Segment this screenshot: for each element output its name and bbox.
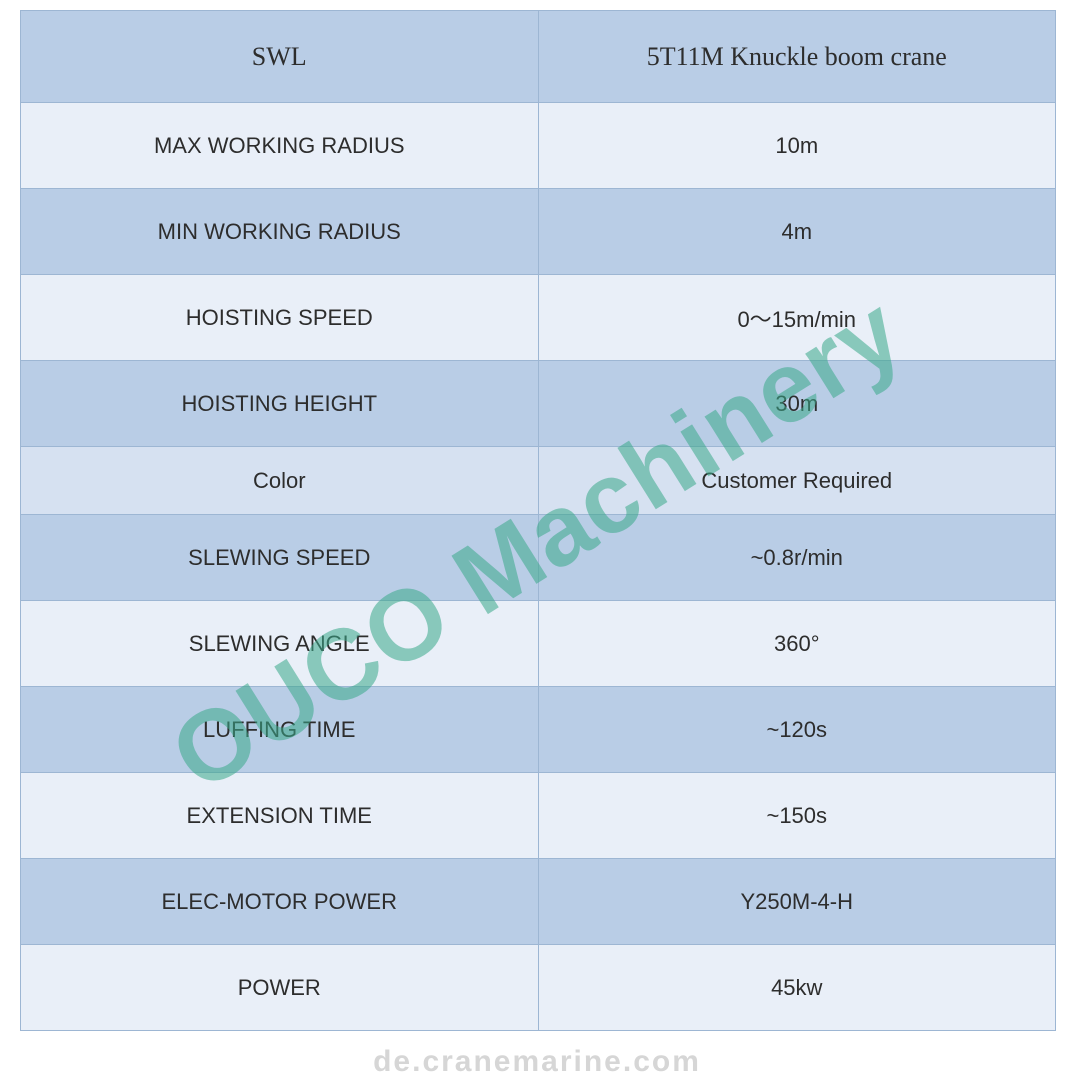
spec-value: ~0.8r/min [539, 515, 1057, 601]
spec-label: ELEC-MOTOR POWER [21, 859, 539, 945]
spec-value: ~150s [539, 773, 1057, 859]
spec-label: LUFFING TIME [21, 687, 539, 773]
table-row: SLEWING ANGLE360° [21, 601, 1056, 687]
header-cell-model: 5T11M Knuckle boom crane [539, 11, 1057, 103]
spec-label: SLEWING ANGLE [21, 601, 539, 687]
spec-label: POWER [21, 945, 539, 1031]
table-header-row: SWL 5T11M Knuckle boom crane [21, 11, 1056, 103]
table-row: MAX WORKING RADIUS10m [21, 103, 1056, 189]
spec-label: Color [21, 447, 539, 515]
footer-url: de.cranemarine.com [0, 1045, 1074, 1079]
spec-value: 30m [539, 361, 1057, 447]
table-row: ELEC-MOTOR POWERY250M-4-H [21, 859, 1056, 945]
spec-value: 45kw [539, 945, 1057, 1031]
table-row: HOISTING HEIGHT30m [21, 361, 1056, 447]
table-row: POWER45kw [21, 945, 1056, 1031]
spec-label: MIN WORKING RADIUS [21, 189, 539, 275]
spec-value: 10m [539, 103, 1057, 189]
spec-label: EXTENSION TIME [21, 773, 539, 859]
spec-value: 360° [539, 601, 1057, 687]
spec-label: SLEWING SPEED [21, 515, 539, 601]
spec-value: ~120s [539, 687, 1057, 773]
spec-value: Customer Required [539, 447, 1057, 515]
spec-value: 0～15m/min [539, 275, 1057, 361]
spec-label: HOISTING HEIGHT [21, 361, 539, 447]
spec-table: SWL 5T11M Knuckle boom crane MAX WORKING… [20, 10, 1056, 1031]
spec-value: Y250M-4-H [539, 859, 1057, 945]
spec-value: 4m [539, 189, 1057, 275]
table-row: MIN WORKING RADIUS4m [21, 189, 1056, 275]
table-row: LUFFING TIME~120s [21, 687, 1056, 773]
table-row: ColorCustomer Required [21, 447, 1056, 515]
header-cell-swl: SWL [21, 11, 539, 103]
spec-label: MAX WORKING RADIUS [21, 103, 539, 189]
table-row: HOISTING SPEED0～15m/min [21, 275, 1056, 361]
table-row: SLEWING SPEED~0.8r/min [21, 515, 1056, 601]
table-row: EXTENSION TIME~150s [21, 773, 1056, 859]
spec-label: HOISTING SPEED [21, 275, 539, 361]
